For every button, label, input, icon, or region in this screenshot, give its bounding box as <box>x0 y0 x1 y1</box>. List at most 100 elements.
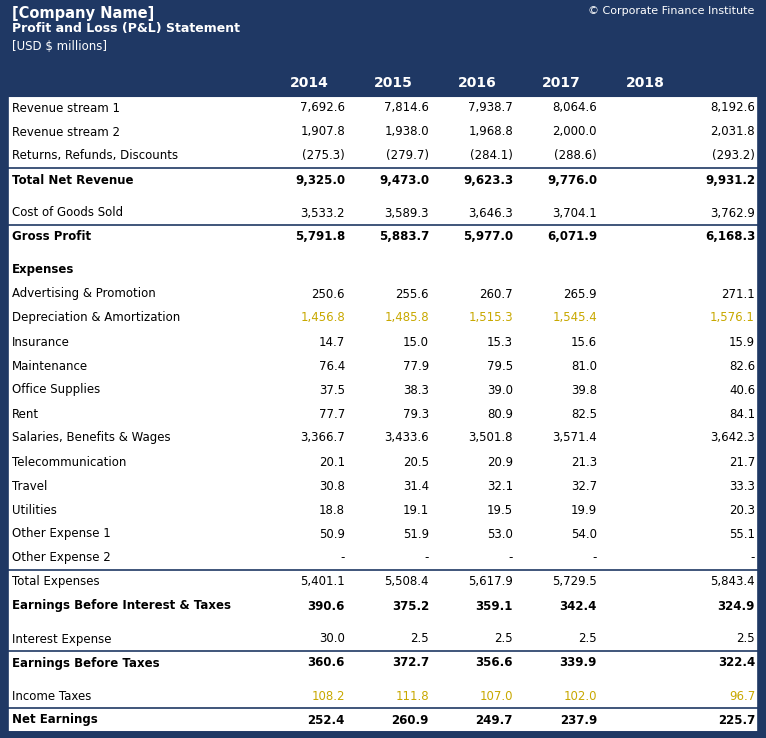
Text: -: - <box>341 551 345 565</box>
Text: 3,501.8: 3,501.8 <box>469 432 513 444</box>
Text: (279.7): (279.7) <box>386 150 429 162</box>
Text: © Corporate Finance Institute: © Corporate Finance Institute <box>588 6 754 16</box>
Text: Maintenance: Maintenance <box>12 359 88 373</box>
Text: Other Expense 2: Other Expense 2 <box>12 551 111 565</box>
Text: 9,776.0: 9,776.0 <box>547 173 597 187</box>
Text: 53.0: 53.0 <box>487 528 513 540</box>
Text: Telecommunication: Telecommunication <box>12 455 126 469</box>
Text: 260.9: 260.9 <box>391 714 429 726</box>
Text: 5,508.4: 5,508.4 <box>385 576 429 588</box>
Text: 77.9: 77.9 <box>403 359 429 373</box>
Text: 3,762.9: 3,762.9 <box>710 207 755 219</box>
Text: 5,729.5: 5,729.5 <box>552 576 597 588</box>
Text: -: - <box>751 551 755 565</box>
Text: 360.6: 360.6 <box>308 657 345 669</box>
Text: 372.7: 372.7 <box>392 657 429 669</box>
Text: 82.5: 82.5 <box>571 407 597 421</box>
Text: 55.1: 55.1 <box>729 528 755 540</box>
Bar <box>8 2 758 70</box>
Text: 77.7: 77.7 <box>319 407 345 421</box>
Text: 255.6: 255.6 <box>395 288 429 300</box>
Text: 2.5: 2.5 <box>411 632 429 646</box>
Text: 3,704.1: 3,704.1 <box>552 207 597 219</box>
Text: 5,401.1: 5,401.1 <box>300 576 345 588</box>
Text: 1,576.1: 1,576.1 <box>710 311 755 325</box>
Text: 3,366.7: 3,366.7 <box>300 432 345 444</box>
Bar <box>8 96 758 732</box>
Text: Total Net Revenue: Total Net Revenue <box>12 173 133 187</box>
Text: 9,473.0: 9,473.0 <box>379 173 429 187</box>
Text: 356.6: 356.6 <box>476 657 513 669</box>
Text: 96.7: 96.7 <box>728 689 755 703</box>
Text: [USD $ millions]: [USD $ millions] <box>12 40 107 53</box>
Text: 15.9: 15.9 <box>729 336 755 348</box>
Text: 19.9: 19.9 <box>571 503 597 517</box>
Text: 252.4: 252.4 <box>308 714 345 726</box>
Text: 322.4: 322.4 <box>718 657 755 669</box>
Text: 1,545.4: 1,545.4 <box>552 311 597 325</box>
Text: Profit and Loss (P&L) Statement: Profit and Loss (P&L) Statement <box>12 22 240 35</box>
Text: -: - <box>424 551 429 565</box>
Text: 390.6: 390.6 <box>308 599 345 613</box>
Text: 51.9: 51.9 <box>403 528 429 540</box>
Text: 3,571.4: 3,571.4 <box>552 432 597 444</box>
Text: Rent: Rent <box>12 407 39 421</box>
Text: (288.6): (288.6) <box>555 150 597 162</box>
Text: Total Expenses: Total Expenses <box>12 576 100 588</box>
Text: 2015: 2015 <box>374 76 412 90</box>
Text: 9,623.3: 9,623.3 <box>463 173 513 187</box>
Text: Office Supplies: Office Supplies <box>12 384 100 396</box>
Text: 2,031.8: 2,031.8 <box>710 125 755 139</box>
Text: 15.3: 15.3 <box>487 336 513 348</box>
Text: 5,791.8: 5,791.8 <box>295 230 345 244</box>
Text: Expenses: Expenses <box>12 263 74 277</box>
Text: Travel: Travel <box>12 480 47 492</box>
Text: 54.0: 54.0 <box>571 528 597 540</box>
Text: 20.1: 20.1 <box>319 455 345 469</box>
Text: 9,931.2: 9,931.2 <box>705 173 755 187</box>
Text: 18.8: 18.8 <box>319 503 345 517</box>
Text: 7,692.6: 7,692.6 <box>300 102 345 114</box>
Bar <box>8 70 758 96</box>
Text: 14.7: 14.7 <box>319 336 345 348</box>
Text: 342.4: 342.4 <box>560 599 597 613</box>
Text: 20.9: 20.9 <box>487 455 513 469</box>
Text: 249.7: 249.7 <box>476 714 513 726</box>
Text: (275.3): (275.3) <box>303 150 345 162</box>
Text: 265.9: 265.9 <box>563 288 597 300</box>
Text: 3,589.3: 3,589.3 <box>385 207 429 219</box>
Text: 5,977.0: 5,977.0 <box>463 230 513 244</box>
Text: 108.2: 108.2 <box>312 689 345 703</box>
Text: 20.3: 20.3 <box>729 503 755 517</box>
Text: 3,433.6: 3,433.6 <box>385 432 429 444</box>
Text: 30.0: 30.0 <box>319 632 345 646</box>
Text: 33.3: 33.3 <box>729 480 755 492</box>
Text: 2018: 2018 <box>626 76 664 90</box>
Text: 2,000.0: 2,000.0 <box>552 125 597 139</box>
Text: 31.4: 31.4 <box>403 480 429 492</box>
Text: 6,071.9: 6,071.9 <box>547 230 597 244</box>
Text: Advertising & Promotion: Advertising & Promotion <box>12 288 155 300</box>
Text: Revenue stream 1: Revenue stream 1 <box>12 102 120 114</box>
Text: 2.5: 2.5 <box>736 632 755 646</box>
Text: 111.8: 111.8 <box>395 689 429 703</box>
Text: 339.9: 339.9 <box>560 657 597 669</box>
Text: 7,814.6: 7,814.6 <box>384 102 429 114</box>
Text: 9,325.0: 9,325.0 <box>295 173 345 187</box>
Text: 15.6: 15.6 <box>571 336 597 348</box>
Text: 3,533.2: 3,533.2 <box>300 207 345 219</box>
Text: Income Taxes: Income Taxes <box>12 689 91 703</box>
Text: Net Earnings: Net Earnings <box>12 714 98 726</box>
Text: 1,968.8: 1,968.8 <box>468 125 513 139</box>
Text: 15.0: 15.0 <box>403 336 429 348</box>
Text: 375.2: 375.2 <box>391 599 429 613</box>
Text: 1,938.0: 1,938.0 <box>385 125 429 139</box>
Text: Interest Expense: Interest Expense <box>12 632 112 646</box>
Text: 82.6: 82.6 <box>729 359 755 373</box>
Text: 7,938.7: 7,938.7 <box>468 102 513 114</box>
Text: 2016: 2016 <box>457 76 496 90</box>
Text: 107.0: 107.0 <box>480 689 513 703</box>
Text: -: - <box>509 551 513 565</box>
Text: [Company Name]: [Company Name] <box>12 6 154 21</box>
Text: 250.6: 250.6 <box>312 288 345 300</box>
